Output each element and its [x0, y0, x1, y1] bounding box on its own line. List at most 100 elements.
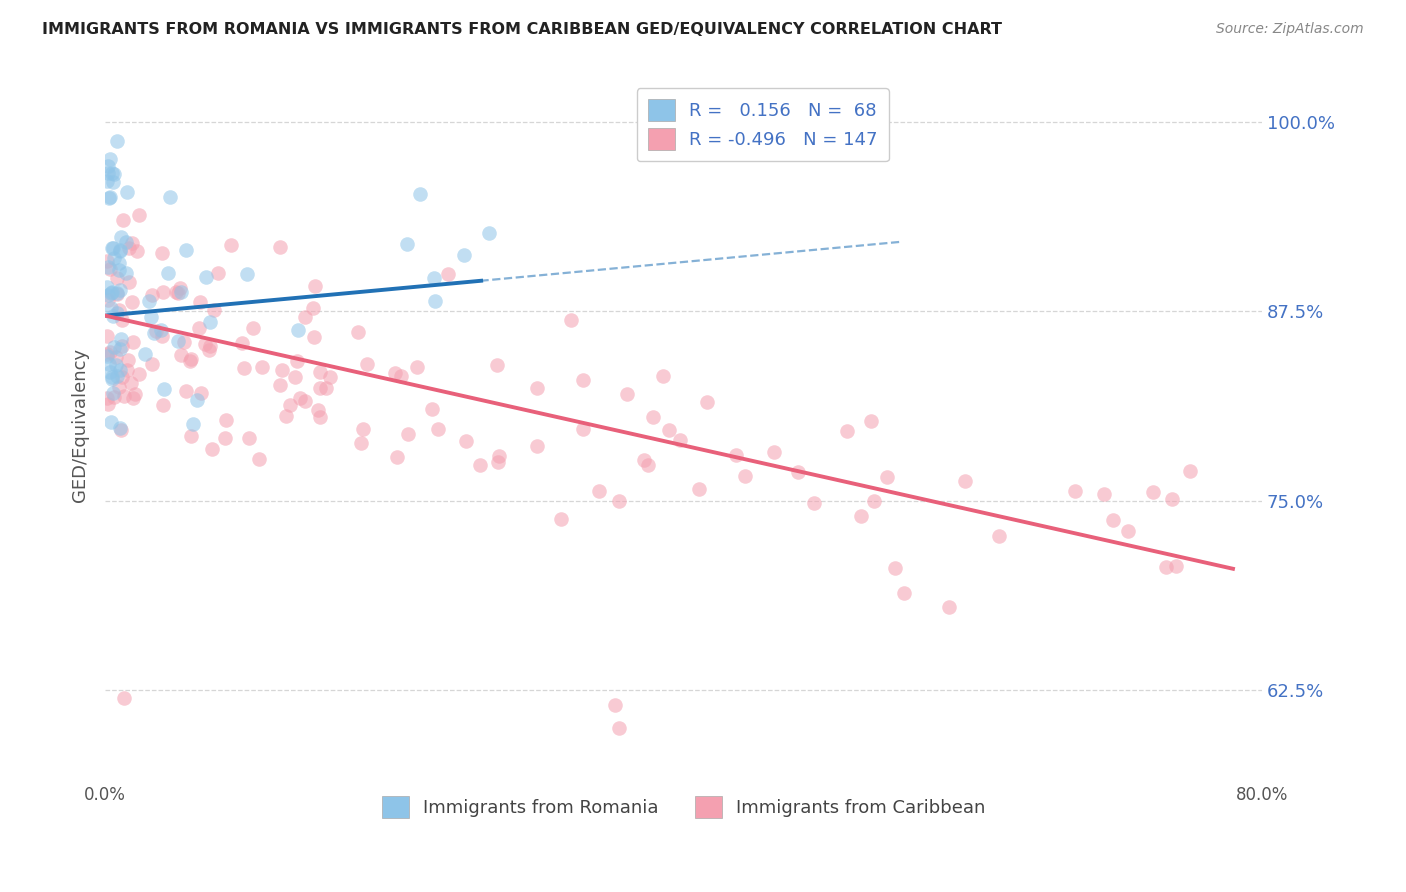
Point — [859, 414, 882, 428]
Point — [468, 458, 491, 472]
Point — [202, 302, 225, 317]
Point — [101, 241, 124, 255]
Point — [187, 321, 209, 335]
Point — [396, 237, 419, 252]
Point — [526, 381, 548, 395]
Point — [115, 266, 138, 280]
Point — [486, 358, 509, 372]
Point — [669, 433, 692, 447]
Point — [427, 422, 450, 436]
Point — [232, 361, 254, 376]
Point — [308, 365, 330, 379]
Point — [478, 226, 501, 240]
Point — [249, 452, 271, 467]
Point — [763, 444, 786, 458]
Point — [214, 413, 236, 427]
Point — [150, 245, 173, 260]
Y-axis label: GED/Equivalency: GED/Equivalency — [72, 348, 89, 502]
Point — [883, 561, 905, 575]
Point — [105, 271, 128, 285]
Point — [139, 310, 162, 324]
Point — [101, 372, 124, 386]
Point — [115, 363, 138, 377]
Point — [118, 241, 141, 255]
Point — [103, 340, 125, 354]
Point — [588, 483, 610, 498]
Point — [108, 243, 131, 257]
Point — [100, 152, 122, 166]
Point — [651, 368, 673, 383]
Point — [186, 392, 208, 407]
Point — [231, 335, 253, 350]
Point — [108, 342, 131, 356]
Point — [100, 369, 122, 384]
Point — [658, 423, 681, 437]
Point — [389, 368, 412, 383]
Point — [278, 398, 301, 412]
Point — [420, 402, 443, 417]
Point — [955, 474, 977, 488]
Point — [100, 415, 122, 429]
Point — [1102, 513, 1125, 527]
Point — [238, 431, 260, 445]
Point — [560, 312, 582, 326]
Point — [724, 448, 747, 462]
Point — [110, 423, 132, 437]
Point — [103, 251, 125, 265]
Point — [110, 362, 132, 376]
Point — [105, 305, 128, 319]
Point — [167, 334, 190, 348]
Point — [159, 190, 181, 204]
Point — [108, 283, 131, 297]
Point — [152, 398, 174, 412]
Point — [194, 270, 217, 285]
Point — [1166, 558, 1188, 573]
Point — [115, 186, 138, 200]
Point — [207, 266, 229, 280]
Point — [152, 285, 174, 299]
Point — [288, 391, 311, 405]
Point — [176, 243, 198, 257]
Point — [97, 166, 120, 180]
Point — [108, 244, 131, 259]
Point — [405, 359, 427, 374]
Point — [120, 376, 142, 391]
Point — [98, 262, 121, 277]
Point — [125, 244, 148, 258]
Point — [128, 367, 150, 381]
Point — [307, 403, 329, 417]
Point — [112, 690, 135, 705]
Point — [1092, 487, 1115, 501]
Point — [138, 294, 160, 309]
Point — [236, 267, 259, 281]
Point — [180, 429, 202, 443]
Point — [607, 721, 630, 735]
Point — [198, 315, 221, 329]
Point — [318, 369, 340, 384]
Point — [849, 508, 872, 523]
Point — [938, 600, 960, 615]
Point — [190, 385, 212, 400]
Point — [893, 586, 915, 600]
Point — [488, 449, 510, 463]
Point — [436, 267, 458, 281]
Point — [110, 230, 132, 244]
Point — [96, 391, 118, 405]
Point — [1178, 464, 1201, 478]
Point — [110, 313, 132, 327]
Point — [315, 381, 337, 395]
Point — [149, 323, 172, 337]
Point — [98, 191, 121, 205]
Point — [142, 326, 165, 340]
Point — [269, 377, 291, 392]
Point — [696, 394, 718, 409]
Point — [104, 350, 127, 364]
Point — [105, 369, 128, 384]
Point — [863, 493, 886, 508]
Point — [96, 347, 118, 361]
Point — [124, 387, 146, 401]
Point — [269, 240, 291, 254]
Point — [274, 409, 297, 423]
Point — [110, 332, 132, 346]
Point — [387, 450, 409, 464]
